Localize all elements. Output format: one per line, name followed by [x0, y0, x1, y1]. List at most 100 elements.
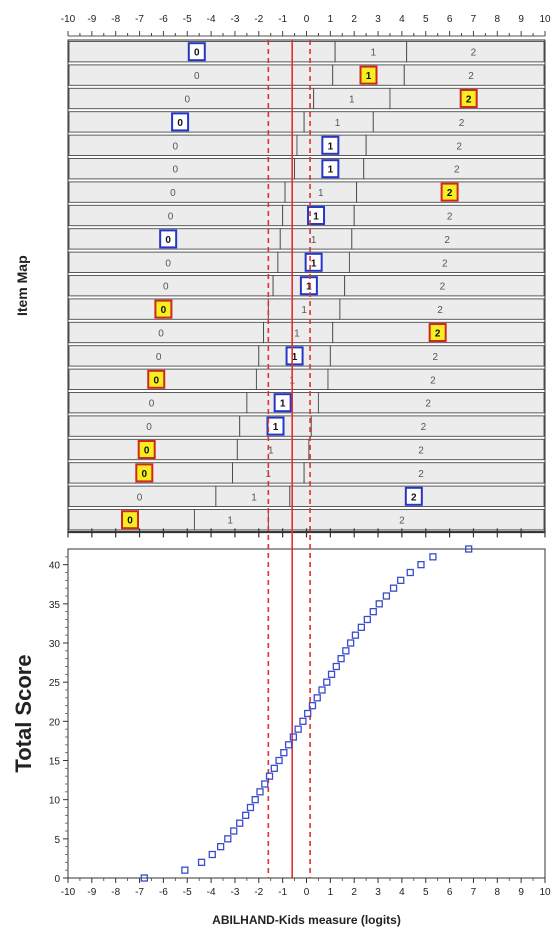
- item-bar-segment-2: [327, 368, 545, 390]
- highlighted-category-box: [440, 182, 459, 202]
- category-label: 2: [471, 48, 477, 59]
- x-axis-tick-label: -5: [183, 887, 192, 898]
- item-bar-segment-0: [68, 485, 217, 507]
- category-label: 2: [435, 329, 441, 340]
- x-axis-tick-label: 4: [399, 887, 405, 898]
- category-label: 1: [268, 446, 274, 457]
- category-label: 2: [447, 212, 453, 223]
- x-axis-tick-label: -1: [278, 887, 287, 898]
- category-label: 1: [311, 235, 317, 246]
- top-axis-tick-label: -8: [111, 14, 120, 25]
- y-axis-tick-label: 30: [49, 639, 61, 650]
- category-label: 0: [146, 422, 152, 433]
- category-label: 1: [328, 165, 334, 176]
- y-axis-tick-label: 0: [54, 874, 60, 885]
- item-bar-segment-0: [68, 321, 265, 344]
- x-axis-tick-label: 8: [495, 887, 501, 898]
- category-label: 0: [184, 95, 190, 106]
- score-data-point: [318, 686, 326, 694]
- highlighted-category-box: [307, 206, 326, 225]
- item-bar-segment-2: [353, 204, 545, 227]
- score-data-point: [397, 576, 405, 584]
- highlighted-category-box: [187, 42, 206, 62]
- highlighted-category-box: [299, 276, 318, 296]
- x-axis-tick-label: 10: [539, 887, 551, 898]
- category-label: 0: [177, 118, 183, 129]
- top-axis-tick-label: -7: [135, 14, 144, 25]
- score-data-point: [261, 780, 269, 788]
- score-data-point: [375, 600, 383, 608]
- category-label: 1: [370, 48, 376, 59]
- item-bar-segment-2: [310, 415, 545, 437]
- category-label: 1: [294, 329, 300, 340]
- x-axis-tick-label: -10: [61, 887, 76, 898]
- category-label: 0: [127, 516, 133, 527]
- category-label: 1: [328, 141, 334, 152]
- category-label: 2: [437, 305, 443, 316]
- x-axis-tick-label: 7: [471, 887, 477, 898]
- score-data-point: [294, 725, 302, 733]
- score-data-point: [236, 819, 244, 827]
- y-axis-tick-label: 20: [49, 717, 61, 728]
- category-label: 0: [170, 188, 176, 199]
- category-label: 0: [173, 165, 179, 176]
- category-label: 2: [418, 446, 424, 457]
- x-axis-tick-label: -7: [135, 887, 144, 898]
- top-axis-tick-label: -4: [207, 14, 216, 25]
- top-axis-tick-label: -9: [87, 14, 96, 25]
- highlighted-category-box: [273, 393, 292, 413]
- x-axis-tick-label: 1: [328, 887, 334, 898]
- category-label: 2: [411, 492, 417, 503]
- category-label: 1: [335, 118, 341, 129]
- highlighted-category-box: [154, 299, 173, 319]
- score-data-point: [357, 623, 366, 631]
- score-data-point: [337, 655, 345, 663]
- item-bar-segment-2: [403, 64, 545, 86]
- top-axis-tick-label: 7: [471, 14, 477, 25]
- top-axis-tick-label: 9: [518, 14, 524, 25]
- score-data-point: [289, 733, 298, 741]
- category-label: 0: [153, 375, 159, 386]
- x-axis-tick-label: 3: [375, 887, 381, 898]
- score-data-point: [369, 608, 377, 616]
- highlighted-category-box: [147, 369, 166, 389]
- x-axis-tick-label: 5: [423, 887, 429, 898]
- item-bar-segment-2: [351, 228, 545, 250]
- x-axis-label: ABILHAND-Kids measure (logits): [212, 913, 401, 927]
- top-axis-tick-label: -6: [159, 14, 168, 25]
- item-bar-segment-2: [365, 134, 545, 156]
- score-data-point: [140, 874, 148, 882]
- item-bar-segment-0: [68, 158, 296, 180]
- highlighted-category-box: [359, 65, 378, 85]
- category-label: 1: [349, 95, 355, 106]
- score-data-point: [346, 639, 355, 647]
- category-label: 2: [456, 141, 462, 152]
- item-bar-segment-2: [344, 275, 545, 297]
- item-bar-segment-0: [68, 181, 286, 203]
- score-data-point: [351, 631, 360, 639]
- category-label: 1: [318, 188, 324, 199]
- item-bar-segment-0: [68, 392, 248, 414]
- category-label: 1: [301, 305, 307, 316]
- item-bar-segment-0: [68, 134, 298, 156]
- item-bar-segment-2: [339, 298, 545, 320]
- top-axis-tick-label: -1: [278, 14, 287, 25]
- category-label: 0: [168, 212, 174, 223]
- score-data-point: [382, 592, 391, 600]
- category-label: 1: [313, 212, 319, 223]
- category-label: 2: [447, 188, 453, 199]
- category-label: 1: [251, 492, 257, 503]
- x-axis-tick-label: -4: [207, 887, 216, 898]
- score-data-point: [242, 811, 250, 819]
- y-axis-tick-label: 5: [54, 835, 60, 846]
- top-axis-tick-label: -10: [61, 14, 76, 25]
- category-label: 0: [173, 141, 179, 152]
- highlighted-category-box: [121, 510, 140, 530]
- top-axis-tick-label: 8: [495, 14, 501, 25]
- top-axis-tick-label: -5: [183, 14, 192, 25]
- category-label: 2: [444, 235, 450, 246]
- y-axis-tick-label: 35: [49, 600, 61, 611]
- highlighted-category-box: [285, 346, 304, 366]
- x-axis-tick-label: -8: [111, 887, 120, 898]
